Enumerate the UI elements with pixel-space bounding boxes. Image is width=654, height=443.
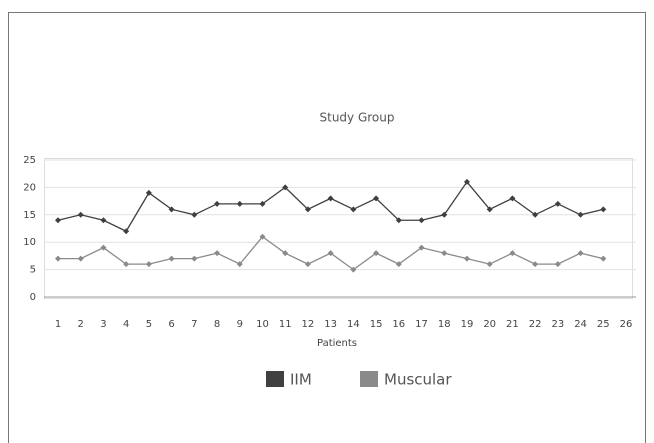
x-tick-label: 23	[551, 319, 564, 330]
point	[373, 250, 380, 257]
frame	[8, 12, 646, 443]
y-tick-label: 10	[23, 237, 36, 248]
point	[554, 261, 561, 268]
point	[191, 211, 198, 218]
y-tick-label: 0	[30, 292, 36, 303]
x-tick-label: 8	[214, 319, 220, 330]
point	[282, 250, 289, 257]
point	[259, 233, 266, 240]
x-tick-label: 15	[370, 319, 383, 330]
point	[123, 261, 130, 268]
point	[77, 211, 84, 218]
legend-swatch	[360, 371, 378, 387]
point	[236, 200, 243, 207]
x-tick-label: 7	[191, 319, 197, 330]
point	[395, 261, 402, 268]
point	[486, 261, 493, 268]
x-tick-label: 19	[461, 319, 474, 330]
point	[350, 206, 357, 213]
point	[100, 244, 107, 251]
x-tick-label: 13	[324, 319, 337, 330]
point	[532, 211, 539, 218]
point	[327, 250, 334, 257]
point	[486, 206, 493, 213]
point	[55, 255, 61, 262]
point	[145, 261, 152, 268]
point	[145, 189, 152, 196]
point	[236, 261, 243, 268]
point	[259, 200, 266, 207]
x-tick-label: 18	[438, 319, 451, 330]
plot-area	[44, 158, 633, 299]
point	[441, 250, 448, 257]
point	[395, 217, 402, 224]
point	[418, 217, 425, 224]
y-tick-label: 25	[23, 155, 36, 166]
x-tick-label: 3	[100, 319, 106, 330]
point	[214, 250, 221, 257]
x-tick-label: 5	[146, 319, 152, 330]
point	[463, 178, 470, 185]
series-line	[57, 180, 604, 233]
point	[55, 217, 61, 224]
x-tick-label: 2	[78, 319, 84, 330]
point	[577, 211, 584, 218]
chart-title: Study Group	[320, 111, 395, 125]
point	[168, 206, 175, 213]
point	[418, 244, 425, 251]
x-tick-label: 6	[168, 319, 174, 330]
point	[168, 255, 175, 262]
point	[509, 195, 516, 202]
x-tick-label: 16	[392, 319, 405, 330]
x-tick-label: 10	[256, 319, 269, 330]
point	[577, 250, 584, 257]
x-axis-label: Patients	[317, 338, 357, 349]
point	[214, 200, 221, 207]
x-tick-label: 11	[279, 319, 292, 330]
legend-swatch	[266, 371, 284, 387]
point	[304, 206, 311, 213]
point	[600, 206, 607, 213]
point	[600, 255, 607, 262]
point	[77, 255, 84, 262]
point	[554, 200, 561, 207]
x-tick-label: 12	[302, 319, 315, 330]
point	[373, 195, 380, 202]
x-tick-label: 20	[483, 319, 496, 330]
point	[327, 195, 334, 202]
point	[532, 261, 539, 268]
x-tick-label: 21	[506, 319, 519, 330]
point	[509, 250, 516, 257]
point	[304, 261, 311, 268]
x-tick-label: 26	[620, 319, 633, 330]
x-tick-label: 14	[347, 319, 360, 330]
x-tick-label: 9	[237, 319, 243, 330]
y-tick-label: 20	[23, 182, 36, 193]
point	[441, 211, 448, 218]
x-tick-label: 4	[123, 319, 129, 330]
x-tick-label: 22	[529, 319, 542, 330]
point	[463, 255, 470, 262]
x-tick-label: 1	[55, 319, 61, 330]
point	[282, 184, 289, 191]
legend-label: IIM	[290, 371, 312, 389]
legend-label: Muscular	[384, 371, 452, 389]
y-tick-label: 5	[30, 265, 36, 276]
x-tick-label: 24	[574, 319, 587, 330]
point	[100, 217, 107, 224]
x-tick-label: 25	[597, 319, 610, 330]
x-tick-label: 17	[415, 319, 428, 330]
point	[191, 255, 198, 262]
point	[123, 228, 130, 235]
point	[350, 266, 357, 273]
y-tick-label: 15	[23, 210, 36, 221]
